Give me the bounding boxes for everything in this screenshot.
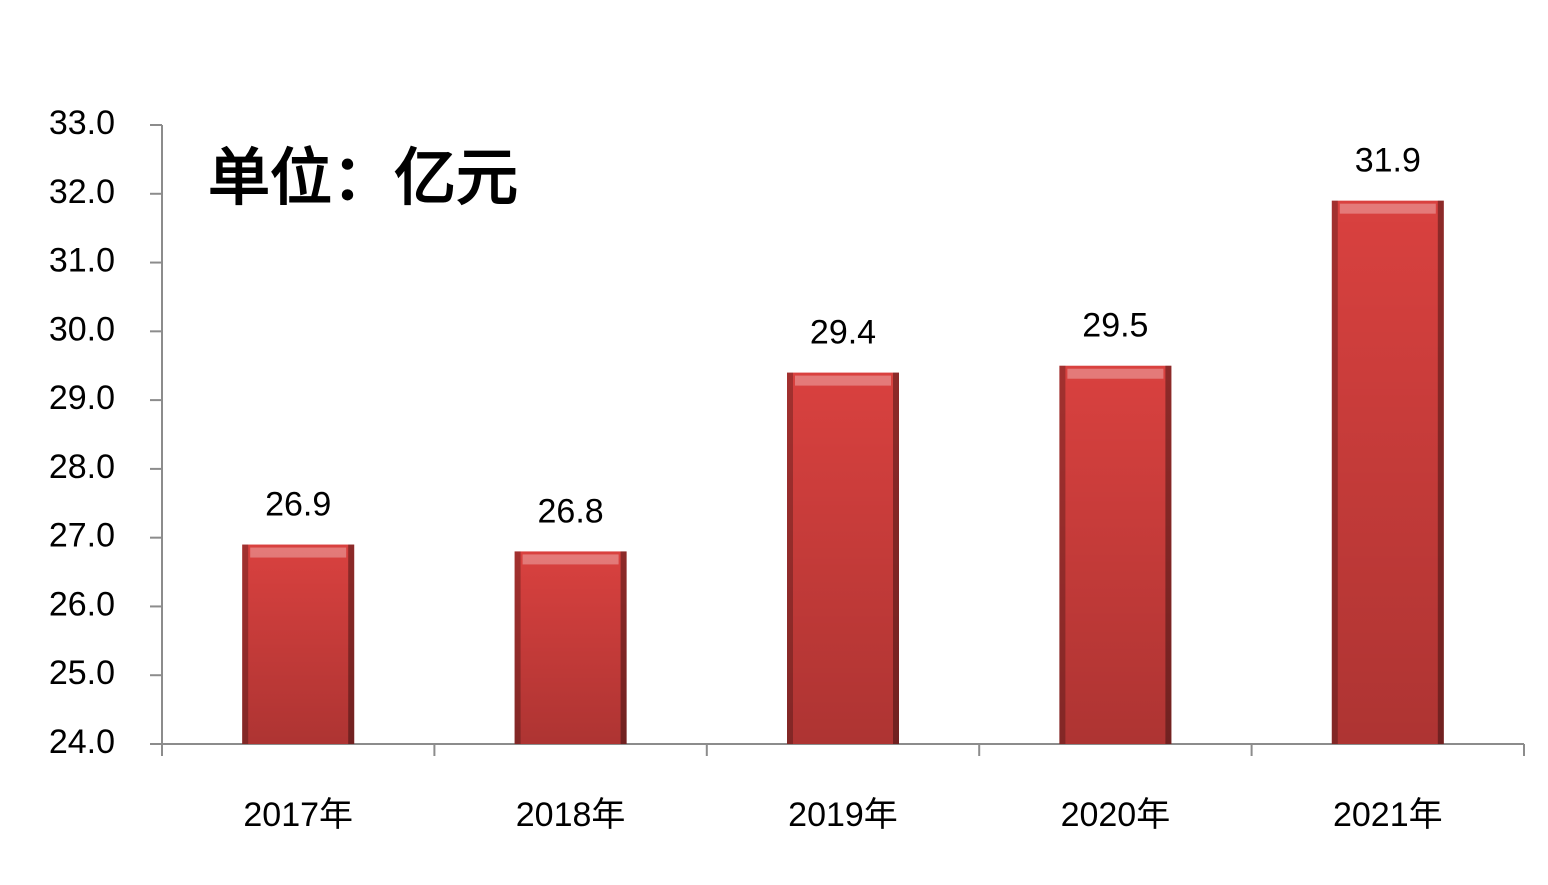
y-tick-label: 26.0 — [49, 585, 115, 623]
bar-highlight — [1067, 368, 1164, 379]
unit-annotation: 单位：亿元 — [208, 144, 518, 213]
bar-highlight — [1339, 203, 1436, 214]
bar-edge-right — [893, 372, 899, 744]
bar-shading — [514, 551, 627, 744]
bar-shading — [242, 544, 355, 744]
bar-edge-right — [1165, 365, 1172, 744]
value-label: 29.5 — [1082, 307, 1148, 345]
value-label: 29.4 — [810, 314, 876, 352]
bar-edge-left — [242, 544, 249, 744]
value-label: 26.8 — [538, 492, 604, 530]
value-label: 26.9 — [265, 486, 331, 524]
value-label: 31.9 — [1355, 142, 1421, 180]
y-tick-label: 25.0 — [49, 654, 115, 692]
y-tick-label: 33.0 — [49, 104, 115, 142]
bar-edge-left — [787, 372, 793, 744]
bar-edge-left — [514, 551, 521, 744]
bar-highlight — [795, 375, 891, 386]
bar-edge-right — [1437, 200, 1444, 745]
bar-shading — [787, 372, 899, 744]
bar-edge-right — [348, 544, 355, 744]
x-tick-label: 2018年 — [516, 796, 626, 834]
bar-edge-right — [620, 551, 627, 744]
y-tick-label: 28.0 — [49, 448, 115, 486]
bar-shading — [1331, 200, 1444, 745]
y-tick-label: 30.0 — [49, 310, 115, 348]
bar-highlight — [250, 547, 347, 558]
x-tick-label: 2017年 — [243, 796, 353, 834]
bar-edge-left — [1331, 200, 1338, 745]
y-tick-label: 24.0 — [49, 723, 115, 761]
bar-highlight — [522, 554, 619, 565]
bar-shading — [1059, 365, 1172, 744]
x-tick-label: 2021年 — [1333, 796, 1443, 834]
y-tick-label: 32.0 — [49, 173, 115, 211]
x-tick-label: 2019年 — [788, 796, 898, 834]
y-tick-label: 31.0 — [49, 242, 115, 280]
y-tick-label: 27.0 — [49, 517, 115, 555]
y-tick-label: 29.0 — [49, 379, 115, 417]
x-tick-label: 2020年 — [1061, 796, 1171, 834]
bar-edge-left — [1059, 365, 1066, 744]
